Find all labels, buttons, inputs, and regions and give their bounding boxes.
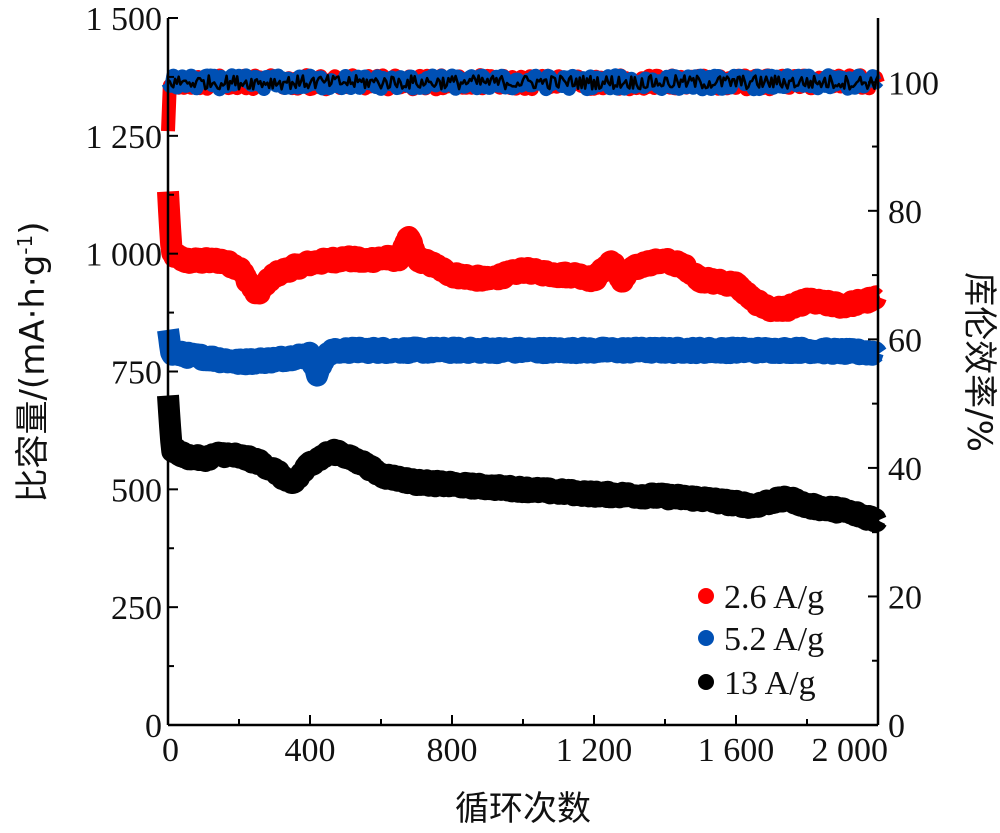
x-tick-label: 1 600 (698, 732, 775, 769)
x-tick-label: 400 (285, 732, 336, 769)
y-tick-label: 750 (111, 355, 162, 392)
y2-axis-title: 库伦效率/% (959, 272, 999, 452)
legend-item: 13 A/g (698, 665, 816, 702)
legend: 2.6 A/g 5.2 A/g 13 A/g (698, 579, 824, 702)
y2-tick-label: 80 (888, 194, 922, 231)
x-axis-title: 循环次数 (455, 789, 591, 829)
x-tick-label: 1 200 (556, 732, 633, 769)
y-axis-title: 比容量/(mA·h·g-1) (13, 221, 53, 502)
y-tick-label: 1 500 (86, 1, 163, 38)
legend-item: 2.6 A/g (698, 579, 824, 616)
y-tick-label: 500 (111, 472, 162, 509)
x-tick-label: 800 (427, 732, 478, 769)
legend-marker (698, 588, 714, 604)
capacity-line-0 (157, 190, 888, 323)
capacity-line-2 (157, 394, 888, 533)
legend-label: 5.2 A/g (724, 621, 824, 658)
legend-label: 13 A/g (724, 665, 816, 702)
capacity-series (157, 190, 888, 533)
y2-tick-label: 20 (888, 579, 922, 616)
y2-tick-label: 100 (888, 65, 939, 102)
axes (166, 17, 880, 727)
legend-item: 5.2 A/g (698, 621, 824, 658)
y-tick-label: 250 (111, 590, 162, 627)
y2-tick-label: 40 (888, 451, 922, 488)
legend-marker (698, 630, 714, 646)
ce-line-5 (167, 74, 880, 91)
y-tick-label: 1 250 (86, 119, 163, 156)
y-tick-label: 1 000 (86, 237, 163, 274)
y2-tick-label: 60 (888, 322, 922, 359)
legend-label: 2.6 A/g (724, 579, 824, 616)
y-tick-label: 0 (145, 708, 162, 745)
x-tick-label: 2 000 (812, 732, 889, 769)
x-tick-label: 0 (162, 732, 179, 769)
coulombic-efficiency-series (161, 68, 885, 132)
legend-marker (698, 674, 714, 690)
capacity-line-1 (157, 326, 888, 387)
y2-tick-label: 0 (888, 708, 905, 745)
